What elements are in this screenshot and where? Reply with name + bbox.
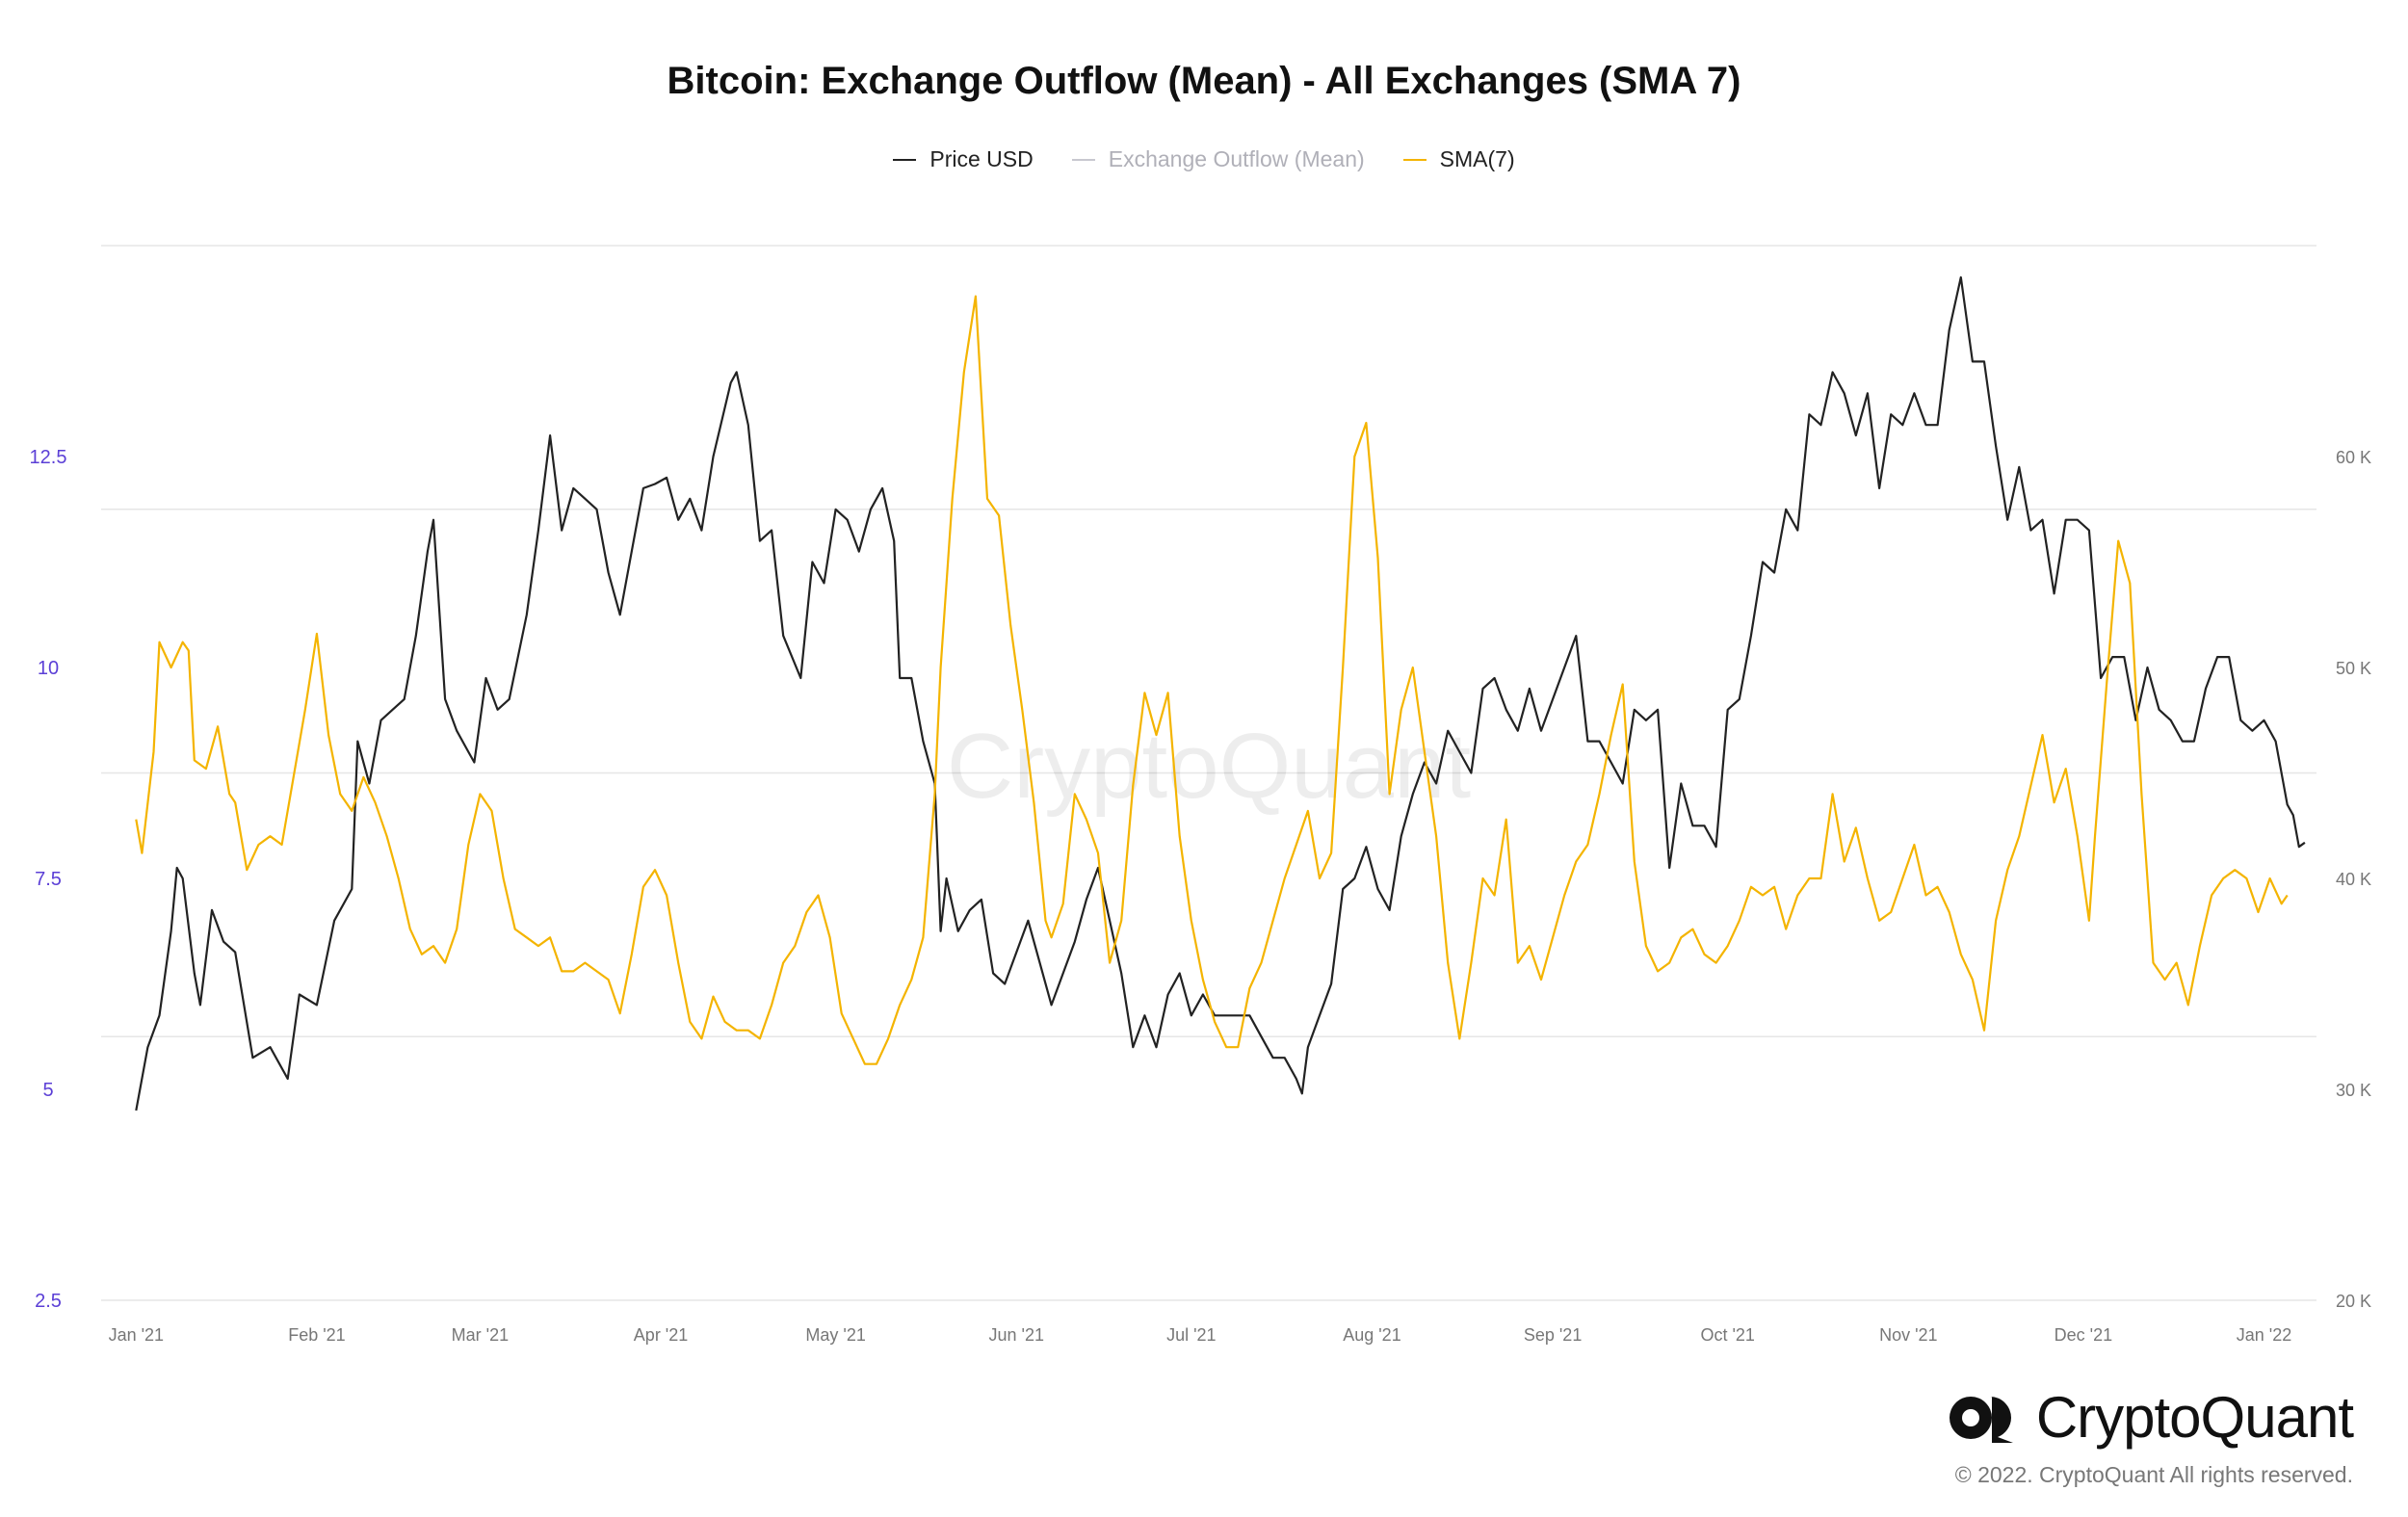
- x-axis-tick-label: Feb '21: [288, 1325, 345, 1345]
- series-line-price-usd: [135, 275, 2306, 1112]
- x-axis-tick-label: Jan '22: [2237, 1325, 2291, 1345]
- left-axis-tick-label: 12.5: [30, 447, 67, 468]
- chart-title: Bitcoin: Exchange Outflow (Mean) - All E…: [667, 60, 1741, 102]
- legend-swatch-outflow: [1071, 158, 1095, 161]
- legend-label-outflow: Exchange Outflow (Mean): [1108, 146, 1365, 171]
- series-line-sma-7: [135, 295, 2289, 1065]
- x-axis-tick-label: Jun '21: [989, 1325, 1044, 1345]
- x-axis-tick-label: Jan '21: [109, 1325, 164, 1345]
- x-axis-tick-label: Apr '21: [634, 1325, 688, 1345]
- legend-label-price: Price USD: [929, 146, 1034, 171]
- legend: Price USD Exchange Outflow (Mean) SMA(7): [0, 146, 2408, 172]
- left-axis-tick-label: 5: [42, 1080, 53, 1101]
- cryptoquant-logo-icon: [1949, 1396, 2013, 1443]
- right-axis-tick-label: 30 K: [2336, 1081, 2371, 1100]
- x-axis-tick-label: Sep '21: [1524, 1325, 1583, 1345]
- legend-item-outflow[interactable]: Exchange Outflow (Mean): [1071, 146, 1365, 172]
- brand-name: CryptoQuant: [2035, 1385, 2354, 1450]
- x-axis-tick-label: Mar '21: [452, 1325, 509, 1345]
- legend-item-sma[interactable]: SMA(7): [1402, 146, 1515, 172]
- right-axis-tick-label: 60 K: [2336, 448, 2371, 467]
- x-axis-tick-label: Aug '21: [1343, 1325, 1401, 1345]
- copyright-text: © 2022. CryptoQuant All rights reserved.: [1954, 1462, 2353, 1487]
- x-axis-tick-label: Dec '21: [2055, 1325, 2112, 1345]
- legend-swatch-sma: [1402, 158, 1426, 161]
- right-axis-tick-label: 40 K: [2336, 870, 2371, 889]
- legend-label-sma: SMA(7): [1439, 146, 1515, 171]
- x-axis-tick-label: May '21: [805, 1325, 865, 1345]
- right-axis-tick-label: 20 K: [2336, 1292, 2371, 1311]
- x-axis-tick-label: Jul '21: [1166, 1325, 1216, 1345]
- brand-logo: CryptoQuant: [1948, 1384, 2354, 1451]
- legend-item-price[interactable]: Price USD: [893, 146, 1034, 172]
- left-axis-tick-label: 10: [38, 658, 59, 679]
- left-axis-tick-label: 2.5: [35, 1291, 62, 1312]
- left-axis-tick-label: 7.5: [35, 869, 62, 890]
- x-axis-tick-label: Nov '21: [1879, 1325, 1937, 1345]
- x-axis-tick-label: Oct '21: [1700, 1325, 1754, 1345]
- legend-swatch-price: [893, 158, 917, 161]
- right-axis-tick-label: 50 K: [2336, 659, 2371, 678]
